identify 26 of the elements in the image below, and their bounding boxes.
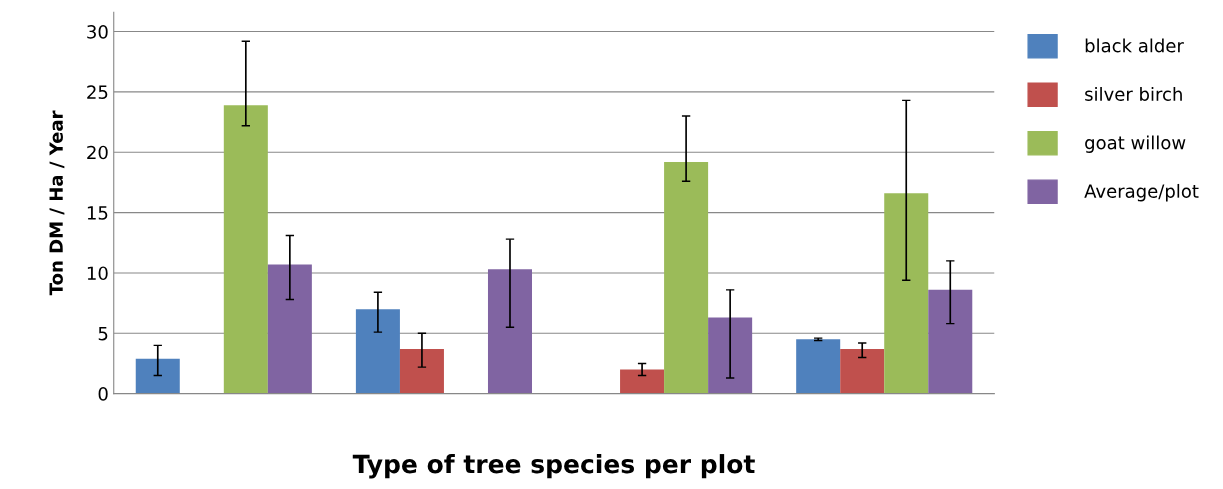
bar	[664, 161, 709, 394]
y-tick-label: 10	[87, 266, 108, 281]
x-axis-title: Type of tree species per plot	[352, 454, 755, 479]
y-tick-label: 20	[87, 145, 108, 160]
legend-label: Average/plot	[1084, 183, 1199, 202]
y-tick-label: 25	[87, 85, 108, 100]
bar	[884, 193, 929, 394]
bar	[355, 309, 400, 394]
y-tick-label: 15	[87, 206, 108, 220]
legend-label: black alder	[1085, 38, 1184, 53]
bar	[487, 269, 533, 394]
bar	[928, 289, 973, 394]
legend-label: goat willow	[1085, 135, 1186, 153]
bar	[796, 339, 841, 394]
y-tick-label: 30	[87, 25, 108, 39]
bar	[840, 348, 885, 394]
bar	[223, 105, 268, 394]
bar	[399, 348, 444, 394]
bar	[620, 369, 665, 394]
y-tick-label: 5	[98, 326, 108, 341]
y-axis-title: Ton DM / Ha / Year	[49, 110, 65, 296]
legend-label: silver birch	[1085, 86, 1182, 101]
bar	[708, 317, 753, 394]
bar	[135, 358, 180, 394]
y-tick-label: 0	[98, 387, 108, 401]
bar	[267, 264, 312, 394]
